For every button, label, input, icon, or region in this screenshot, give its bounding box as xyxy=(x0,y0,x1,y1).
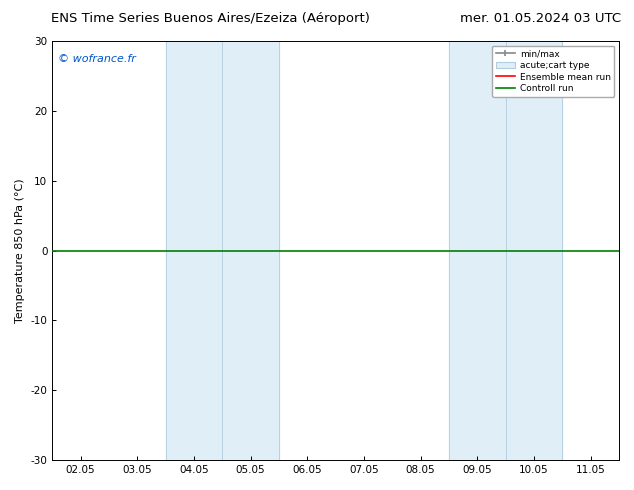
Bar xyxy=(449,41,562,460)
Bar xyxy=(165,41,279,460)
Text: ENS Time Series Buenos Aires/Ezeiza (Aéroport): ENS Time Series Buenos Aires/Ezeiza (Aér… xyxy=(51,12,370,25)
Text: © wofrance.fr: © wofrance.fr xyxy=(58,53,136,64)
Text: mer. 01.05.2024 03 UTC: mer. 01.05.2024 03 UTC xyxy=(460,12,621,25)
Y-axis label: Temperature 850 hPa (°C): Temperature 850 hPa (°C) xyxy=(15,178,25,323)
Legend: min/max, acute;cart type, Ensemble mean run, Controll run: min/max, acute;cart type, Ensemble mean … xyxy=(492,46,614,97)
